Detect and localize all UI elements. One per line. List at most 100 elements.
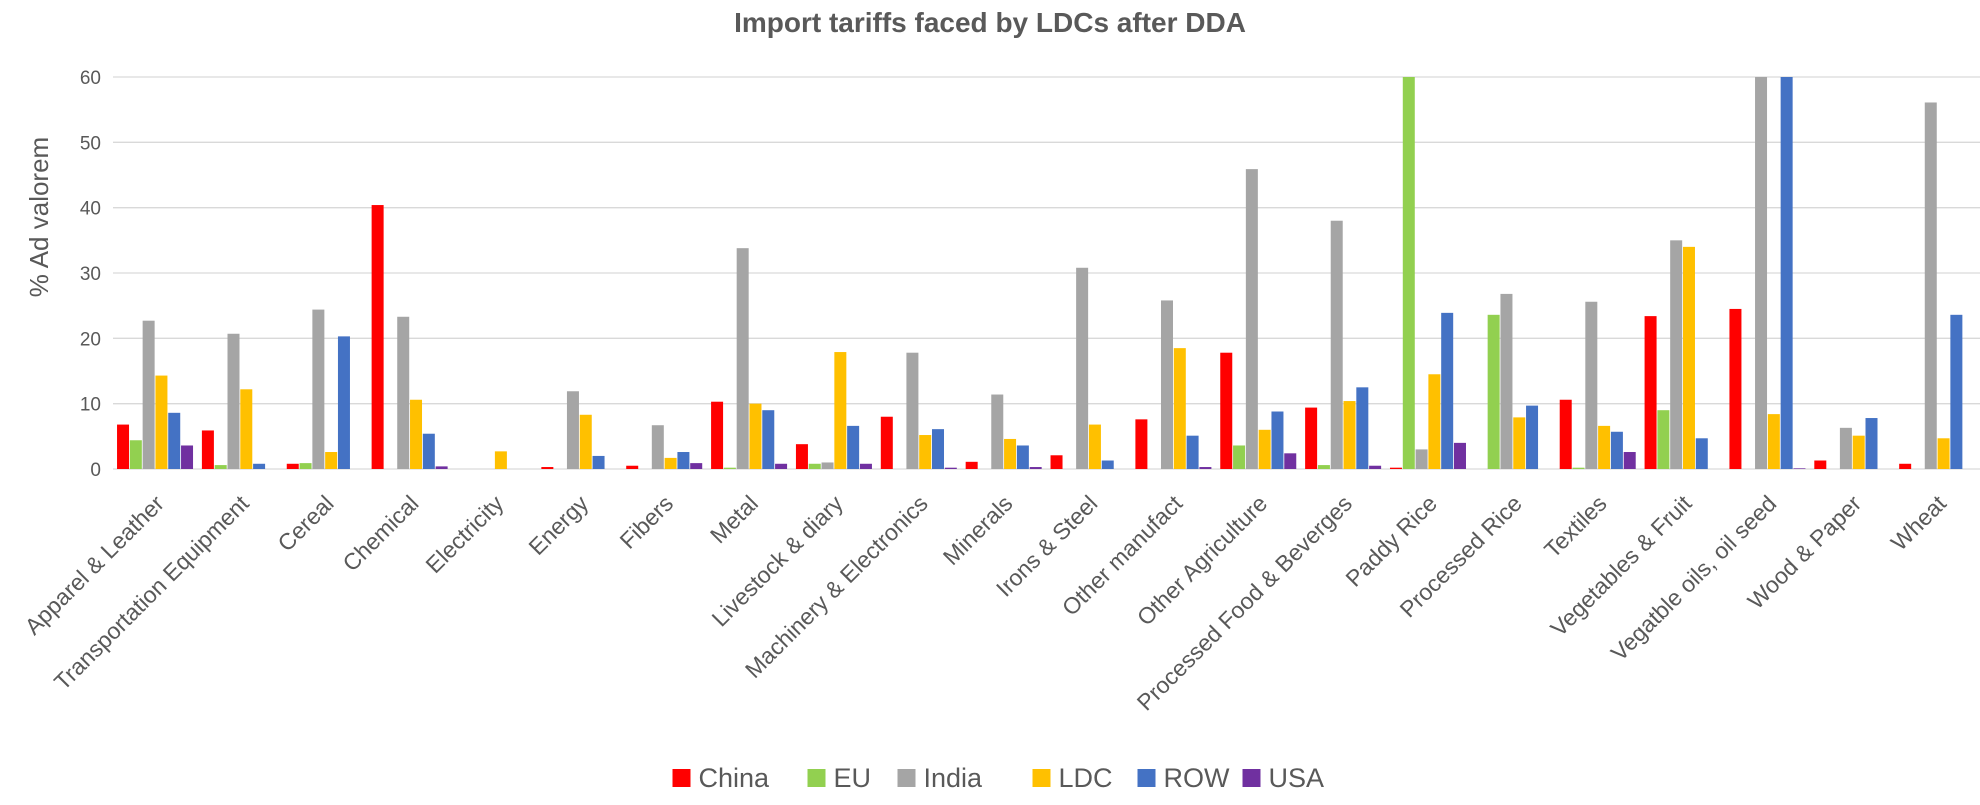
bar-ldc-10 (1004, 438, 1017, 469)
bar-india-8 (821, 462, 834, 469)
bar-eu-16 (1487, 314, 1500, 469)
bar-ldc-18 (1682, 246, 1695, 469)
bar-india-17 (1585, 301, 1598, 469)
bar-row-1 (253, 463, 266, 469)
bar-eu-18 (1657, 410, 1670, 469)
bar-row-16 (1526, 405, 1539, 469)
bar-india-13 (1245, 169, 1258, 469)
legend-label-row: ROW (1164, 763, 1231, 793)
bar-india-19 (1755, 77, 1768, 469)
bar-eu-8 (808, 463, 821, 469)
bar-eu-7 (723, 467, 736, 469)
bar-india-18 (1670, 240, 1683, 469)
bar-india-2 (312, 309, 325, 469)
bar-ldc-17 (1598, 425, 1611, 469)
legend-swatch-row (1137, 769, 1156, 787)
bar-india-5 (566, 391, 579, 469)
bar-ldc-16 (1513, 417, 1526, 469)
bar-ldc-21 (1937, 438, 1950, 469)
bar-ldc-7 (749, 403, 762, 469)
bar-usa-8 (859, 463, 872, 469)
bar-china-15 (1389, 467, 1402, 469)
y-tick-label: 0 (90, 460, 101, 481)
bar-india-21 (1924, 102, 1937, 469)
legend-label-usa: USA (1269, 763, 1325, 793)
bar-india-16 (1500, 293, 1513, 469)
bar-ldc-15 (1428, 374, 1441, 469)
x-tick-label: Minerals (938, 490, 1018, 570)
bar-china-12 (1135, 419, 1148, 469)
bar-china-10 (965, 461, 978, 469)
bar-usa-15 (1453, 442, 1466, 469)
x-tick-label: Vegetables & Fruit (1545, 490, 1697, 642)
y-tick-label: 40 (80, 199, 101, 220)
legend-swatch-india (897, 769, 916, 787)
gridlines (113, 76, 1980, 470)
x-tick-label: Energy (523, 490, 593, 560)
bar-row-19 (1780, 77, 1793, 469)
y-tick-labels: 0 10 20 30 40 50 60 (80, 68, 101, 481)
bar-china-17 (1559, 399, 1572, 469)
y-tick-label: 20 (80, 329, 101, 350)
bar-eu-14 (1317, 465, 1330, 469)
bar-ldc-12 (1173, 348, 1186, 469)
bar-china-21 (1899, 463, 1912, 469)
bar-eu-17 (1572, 467, 1585, 469)
bar-eu-13 (1233, 445, 1246, 469)
bar-ldc-1 (240, 389, 253, 469)
bar-china-18 (1644, 316, 1657, 469)
bar-china-3 (371, 205, 384, 469)
y-tick-label: 60 (80, 68, 101, 89)
bar-row-0 (168, 412, 181, 469)
x-tick-label: Cereal (272, 490, 338, 556)
bar-ldc-8 (834, 352, 847, 469)
bar-eu-15 (1402, 77, 1415, 469)
bar-row-13 (1271, 411, 1284, 469)
bar-row-6 (677, 452, 690, 469)
bar-eu-2 (299, 463, 312, 469)
bar-row-5 (592, 455, 605, 469)
x-tick-label: Electricity (420, 490, 508, 578)
bar-usa-6 (690, 463, 703, 469)
legend: China EU India LDC ROW USA (672, 763, 1325, 793)
bar-china-13 (1220, 352, 1233, 469)
legend-label-india: India (924, 763, 984, 793)
bar-china-14 (1305, 407, 1318, 469)
bar-usa-17 (1623, 452, 1636, 469)
x-tick-label: Wheat (1886, 490, 1952, 556)
bar-china-5 (541, 467, 554, 469)
bar-row-17 (1610, 431, 1623, 469)
bar-ldc-13 (1258, 429, 1271, 469)
bar-china-0 (117, 424, 130, 469)
bar-eu-1 (214, 465, 227, 469)
bar-usa-12 (1199, 467, 1212, 469)
bar-row-10 (1016, 445, 1029, 469)
bar-india-9 (906, 352, 919, 469)
bar-series (117, 77, 1963, 469)
bar-row-18 (1695, 438, 1708, 469)
bar-row-21 (1950, 314, 1963, 469)
bar-china-1 (201, 430, 214, 469)
bar-row-14 (1356, 387, 1369, 469)
bar-ldc-14 (1343, 401, 1356, 469)
bar-india-11 (1076, 267, 1089, 469)
bar-china-6 (626, 465, 639, 469)
bar-india-7 (736, 248, 749, 469)
bar-ldc-6 (664, 457, 677, 469)
y-tick-label: 30 (80, 264, 101, 285)
legend-swatch-ldc (1032, 769, 1051, 787)
bar-usa-13 (1284, 453, 1297, 469)
y-tick-label: 10 (80, 395, 101, 416)
bar-india-3 (397, 316, 410, 469)
bar-ldc-19 (1767, 414, 1780, 469)
legend-label-ldc: LDC (1059, 763, 1113, 793)
x-tick-label: Metal (705, 490, 763, 548)
bar-india-14 (1330, 220, 1343, 469)
bar-ldc-9 (919, 435, 932, 469)
bar-row-2 (337, 336, 350, 469)
bar-row-11 (1101, 460, 1114, 469)
bar-ldc-0 (155, 375, 168, 469)
bar-ldc-2 (325, 452, 338, 469)
bar-india-20 (1839, 427, 1852, 469)
